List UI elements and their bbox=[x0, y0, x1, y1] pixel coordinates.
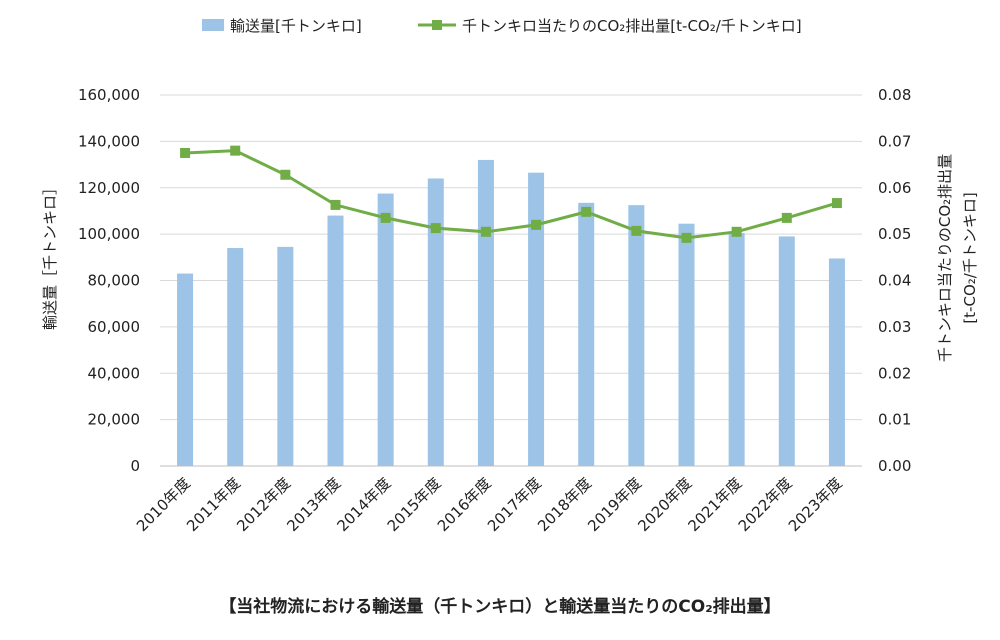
bar bbox=[377, 193, 394, 466]
legend-bar-label: 輸送量[千トンキロ] bbox=[230, 17, 362, 35]
chart-caption: 【当社物流における輸送量（千トンキロ）と輸送量当たりのCO₂排出量】 bbox=[219, 597, 781, 617]
right-tick-label: 0.08 bbox=[878, 86, 911, 104]
x-tick-label: 2022年度 bbox=[735, 474, 796, 535]
right-axis-title-line2: [t-CO₂/千トンキロ] bbox=[961, 192, 979, 323]
x-tick-label: 2010年度 bbox=[133, 474, 194, 535]
right-tick-label: 0.01 bbox=[878, 411, 911, 429]
left-tick-label: 140,000 bbox=[78, 132, 140, 150]
line-point bbox=[531, 219, 542, 230]
bar bbox=[277, 246, 294, 466]
bar bbox=[477, 159, 494, 467]
bar bbox=[678, 223, 695, 466]
left-tick-label: 40,000 bbox=[88, 364, 141, 382]
legend-bar-swatch bbox=[202, 19, 224, 31]
line-point bbox=[581, 206, 592, 217]
x-tick-label: 2023年度 bbox=[785, 474, 846, 535]
line-point bbox=[280, 169, 291, 180]
line-point bbox=[731, 226, 742, 237]
line-point bbox=[230, 145, 241, 156]
line-point bbox=[681, 232, 692, 243]
right-tick-label: 0.00 bbox=[878, 457, 911, 475]
x-tick-label: 2020年度 bbox=[634, 474, 695, 535]
x-tick-label: 2017年度 bbox=[484, 474, 545, 535]
x-tick-label: 2015年度 bbox=[384, 474, 445, 535]
left-tick-label: 80,000 bbox=[88, 272, 141, 290]
legend-line-label: 千トンキロ当たりのCO₂排出量[t-CO₂/千トンキロ] bbox=[462, 17, 802, 35]
bar bbox=[327, 215, 344, 466]
right-tick-label: 0.02 bbox=[878, 364, 911, 382]
right-tick-label: 0.06 bbox=[878, 179, 911, 197]
x-axis-ticks: 2010年度2011年度2012年度2013年度2014年度2015年度2016… bbox=[133, 474, 846, 535]
right-tick-label: 0.05 bbox=[878, 225, 911, 243]
bar bbox=[828, 258, 845, 466]
left-axis-title: 輸送量［千トンキロ］ bbox=[41, 180, 59, 330]
x-tick-label: 2018年度 bbox=[534, 474, 595, 535]
line-point bbox=[480, 226, 491, 237]
gridlines bbox=[160, 94, 862, 467]
bar bbox=[427, 178, 444, 466]
left-tick-label: 20,000 bbox=[88, 411, 141, 429]
line-point bbox=[430, 223, 441, 234]
line-point bbox=[631, 225, 642, 236]
left-tick-label: 0 bbox=[130, 457, 140, 475]
bar bbox=[728, 232, 745, 466]
x-tick-label: 2013年度 bbox=[283, 474, 344, 535]
series-line bbox=[185, 149, 838, 240]
bar bbox=[628, 205, 645, 466]
right-axis-title-line1: 千トンキロ当たりのCO₂排出量 bbox=[936, 154, 954, 362]
x-tick-label: 2014年度 bbox=[334, 474, 395, 535]
left-tick-label: 60,000 bbox=[88, 318, 141, 336]
bar bbox=[528, 172, 545, 466]
x-tick-label: 2012年度 bbox=[233, 474, 294, 535]
line-point bbox=[831, 198, 842, 209]
bar bbox=[578, 202, 595, 466]
bar-series bbox=[177, 159, 845, 467]
line-point bbox=[180, 147, 191, 158]
x-tick-label: 2016年度 bbox=[434, 474, 495, 535]
right-tick-label: 0.07 bbox=[878, 132, 911, 150]
line-point bbox=[330, 199, 341, 210]
line-series bbox=[180, 145, 842, 243]
x-tick-label: 2019年度 bbox=[584, 474, 645, 535]
left-axis-ticks: 0 20,000 40,000 60,000 80,000 100,000 120,000 1… bbox=[78, 86, 140, 475]
right-axis-ticks: 0.00 0.01 0.02 0.03 0.04 0.05 0.06 0.07 0.08 bbox=[878, 86, 911, 475]
bar bbox=[778, 236, 795, 466]
line-point bbox=[781, 212, 792, 223]
legend: 輸送量[千トンキロ] 千トンキロ当たりのCO₂排出量[t-CO₂/千トンキロ] bbox=[202, 17, 802, 35]
right-tick-label: 0.04 bbox=[878, 272, 911, 290]
line-point bbox=[380, 212, 391, 223]
right-tick-label: 0.03 bbox=[878, 318, 911, 336]
legend-line-marker bbox=[432, 20, 442, 30]
x-tick-label: 2011年度 bbox=[183, 474, 244, 535]
bar bbox=[227, 248, 244, 466]
left-tick-label: 100,000 bbox=[78, 225, 140, 243]
left-tick-label: 120,000 bbox=[78, 179, 140, 197]
left-tick-label: 160,000 bbox=[78, 86, 140, 104]
x-tick-label: 2021年度 bbox=[685, 474, 746, 535]
bar bbox=[177, 273, 194, 466]
